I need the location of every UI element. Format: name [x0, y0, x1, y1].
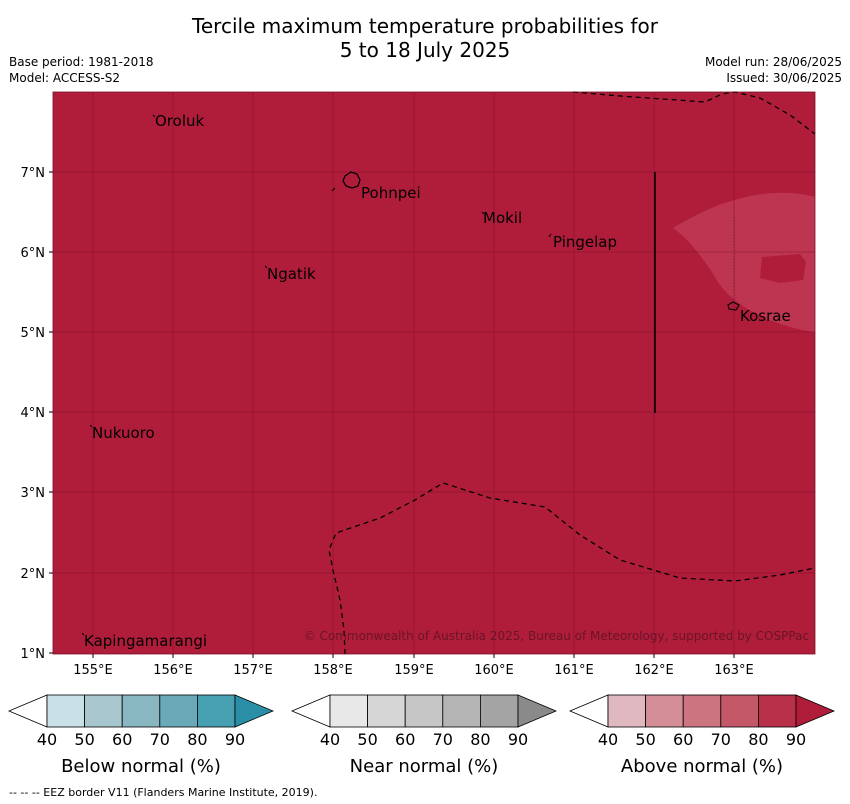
title-line-1: Tercile maximum temperature probabilitie… — [192, 14, 658, 38]
lon-tick-163: 163°E — [714, 663, 754, 678]
below-normal-colorbar-segment — [84, 694, 123, 728]
near-normal-colorbar-segment — [367, 694, 406, 728]
lon-tick-156: 156°E — [153, 663, 193, 678]
probability-zone-80 — [673, 192, 815, 332]
above-normal-colorbar-label: Above normal (%) — [621, 756, 783, 777]
base-period-text: Base period: 1981-2018 — [9, 55, 154, 69]
lon-tick-158: 158°E — [313, 663, 353, 678]
lon-tick-162: 162°E — [634, 663, 674, 678]
lon-tick-159: 159°E — [394, 663, 434, 678]
near-normal-colorbar-tick-label: 40 — [320, 730, 340, 749]
near-normal-colorbar-tick-label: 60 — [395, 730, 415, 749]
place-label-kapingamarangi: Kapingamarangi — [84, 632, 207, 650]
near-normal-colorbar-segment — [442, 694, 481, 728]
below-normal-colorbar-segment — [121, 694, 161, 728]
below-normal-colorbar-segment — [46, 694, 85, 728]
near-normal-colorbar-tick-label: 70 — [433, 730, 453, 749]
graticule — [53, 92, 815, 654]
issued-text: Issued: 30/06/2025 — [726, 71, 842, 85]
below-normal-colorbar-segment — [196, 694, 236, 728]
latitude-ticks — [49, 171, 53, 654]
eez-footnote: -- -- -- EEZ border V11 (Flanders Marine… — [9, 786, 318, 799]
lat-tick-2: 2°N — [21, 567, 46, 582]
above-normal-colorbar-tick-label: 90 — [786, 730, 806, 749]
title-line-2: 5 to 18 July 2025 — [339, 38, 511, 62]
island-markers — [81, 114, 552, 636]
below-normal-colorbar-tick-label: 80 — [187, 730, 207, 749]
above-normal-colorbar-tick-label: 80 — [748, 730, 768, 749]
pohnpei-islet-shape — [331, 187, 336, 192]
above-normal-colorbar-min-arrow — [568, 694, 609, 728]
above-normal-colorbar-tick-label: 70 — [711, 730, 731, 749]
probability-field — [53, 92, 815, 654]
pohnpei-island-shape — [342, 171, 361, 189]
above-normal-colorbar-tick-label: 50 — [635, 730, 655, 749]
place-label-ngatik: Ngatik — [267, 265, 316, 283]
meta-right: Model run: 28/06/2025 Issued: 30/06/2025 — [705, 54, 842, 86]
meta-left: Base period: 1981-2018 Model: ACCESS-S2 — [9, 54, 154, 86]
near-normal-colorbar-segment — [329, 694, 368, 728]
lon-tick-155: 155°E — [73, 663, 113, 678]
lat-tick-1: 1°N — [21, 647, 46, 662]
above-normal-colorbar-segment — [682, 694, 722, 728]
place-label-pingelap: Pingelap — [553, 233, 617, 251]
below-normal-colorbar-tick-label: 50 — [74, 730, 94, 749]
above-normal-colorbar-segment — [645, 694, 684, 728]
model-run-text: Model run: 28/06/2025 — [704, 55, 842, 69]
lat-tick-5: 5°N — [21, 326, 46, 341]
below-normal-colorbar-segment — [159, 694, 198, 728]
below-normal-colorbar-tick-label: 70 — [150, 730, 170, 749]
place-label-oroluk: Oroluk — [155, 112, 204, 130]
lat-tick-4: 4°N — [21, 406, 46, 421]
copyright-text: © Commonwealth of Australia 2025, Bureau… — [304, 629, 809, 643]
above-normal-colorbar-segment — [607, 694, 646, 728]
place-label-mokil: Mokil — [483, 209, 522, 227]
longitude-ticks — [92, 654, 735, 658]
probability-zone-90 — [760, 254, 806, 283]
near-normal-colorbar-max-arrow — [517, 694, 558, 728]
lat-tick-3: 3°N — [21, 486, 46, 501]
kosrae-island-shape — [727, 301, 740, 311]
above-normal-colorbar-segment — [720, 694, 759, 728]
below-normal-colorbar-min-arrow — [7, 694, 48, 728]
place-label-nukuoro: Nukuoro — [92, 424, 155, 442]
model-text: Model: ACCESS-S2 — [9, 71, 121, 85]
lat-tick-6: 6°N — [21, 246, 46, 261]
lon-tick-157: 157°E — [233, 663, 273, 678]
lon-tick-160: 160°E — [474, 663, 514, 678]
eez-borders — [328, 91, 816, 655]
near-normal-colorbar-segment — [404, 694, 444, 728]
near-normal-colorbar-tick-label: 50 — [357, 730, 377, 749]
above-normal-colorbar-tick-label: 60 — [673, 730, 693, 749]
near-normal-colorbar-min-arrow — [290, 694, 331, 728]
below-normal-colorbar-tick-label: 40 — [37, 730, 57, 749]
near-normal-colorbar-tick-label: 80 — [470, 730, 490, 749]
below-normal-colorbar-max-arrow — [234, 694, 275, 728]
near-normal-colorbar: 40 50 60 70 80 90 Near normal (%) — [290, 694, 558, 777]
below-normal-colorbar-tick-label: 90 — [225, 730, 245, 749]
below-normal-colorbar-tick-label: 60 — [112, 730, 132, 749]
near-normal-colorbar-segment — [479, 694, 519, 728]
eez-border-north — [572, 91, 816, 135]
map-title: Tercile maximum temperature probabilitie… — [0, 14, 850, 62]
lat-tick-7: 7°N — [21, 166, 46, 181]
map-frame — [52, 91, 816, 655]
above-normal-colorbar-tick-label: 40 — [598, 730, 618, 749]
above-normal-colorbar-max-arrow — [795, 694, 836, 728]
place-label-kosrae: Kosrae — [740, 307, 791, 325]
below-normal-colorbar-label: Below normal (%) — [61, 756, 221, 777]
lon-tick-161: 161°E — [554, 663, 594, 678]
place-label-pohnpei: Pohnpei — [361, 184, 421, 202]
eez-border-south — [328, 482, 816, 655]
near-normal-colorbar-tick-label: 90 — [508, 730, 528, 749]
above-normal-colorbar-segment — [758, 694, 797, 728]
near-normal-colorbar-label: Near normal (%) — [350, 756, 499, 777]
